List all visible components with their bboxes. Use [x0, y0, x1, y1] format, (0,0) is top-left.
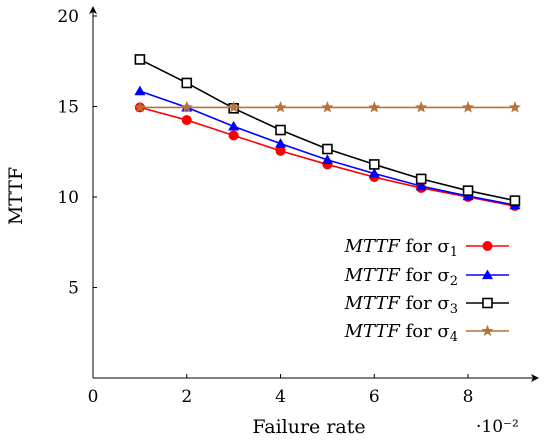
x-axis-scale-note: ·10⁻² — [476, 417, 519, 437]
data-point — [275, 138, 287, 148]
data-point — [368, 167, 380, 178]
data-point — [509, 195, 521, 206]
data-point — [180, 101, 193, 113]
plot-area — [133, 54, 521, 212]
x-axis-arrow — [531, 374, 539, 382]
data-point — [415, 101, 428, 113]
x-axis-title: Failure rate — [252, 416, 365, 438]
data-point — [134, 85, 146, 96]
data-point — [181, 115, 192, 126]
x-tick-label: 8 — [463, 387, 474, 407]
data-point — [321, 101, 334, 113]
y-tick-label: 10 — [57, 188, 79, 208]
legend-marker — [482, 297, 493, 309]
legend-entry-4: MTTF for σ4 — [344, 321, 509, 345]
series-2 — [134, 85, 521, 210]
data-point — [227, 101, 240, 113]
data-point — [133, 101, 146, 113]
legend-marker — [481, 324, 494, 337]
legend-entry-1: MTTF for σ1 — [344, 236, 509, 260]
y-tick-label: 20 — [57, 7, 79, 27]
data-point — [275, 124, 286, 136]
y-axis-title: MTTF — [5, 167, 27, 225]
data-point — [322, 143, 333, 155]
legend-marker — [482, 269, 493, 280]
data-point — [228, 130, 239, 141]
data-point — [462, 101, 475, 113]
legend-label: MTTF for σ3 — [344, 293, 458, 317]
series-3 — [134, 54, 521, 206]
data-point — [134, 54, 146, 65]
y-tick-label: 15 — [57, 98, 79, 118]
data-point — [415, 180, 427, 191]
legend-entry-3: MTTF for σ3 — [344, 293, 509, 317]
data-point — [228, 120, 240, 131]
legend: MTTF for σ1 MTTF for σ2 MTTF for σ3 MTTF fo… — [344, 236, 509, 345]
data-point — [181, 77, 193, 89]
series-4 — [133, 101, 521, 113]
legend-label: MTTF for σ1 — [344, 236, 458, 260]
legend-label: MTTF for σ2 — [344, 265, 458, 289]
data-point — [368, 101, 381, 113]
x-tick-label: 2 — [181, 387, 192, 407]
y-tick-label: 5 — [68, 279, 79, 299]
data-point — [368, 159, 380, 170]
y-axis-arrow — [89, 6, 97, 14]
legend-marker — [482, 241, 493, 251]
data-point — [508, 101, 521, 113]
data-point — [321, 154, 333, 165]
x-tick-label: 4 — [275, 387, 286, 407]
series-line — [139, 58, 516, 202]
data-point — [462, 185, 474, 196]
data-point — [274, 101, 287, 113]
x-tick-label: 0 — [88, 387, 99, 407]
data-point — [415, 173, 427, 185]
axes: 0 2 4 6 8 5 10 15 20 — [57, 6, 539, 407]
x-tick-label: 6 — [369, 387, 380, 407]
legend-label: MTTF for σ4 — [344, 321, 458, 345]
legend-entry-2: MTTF for σ2 — [344, 265, 509, 289]
